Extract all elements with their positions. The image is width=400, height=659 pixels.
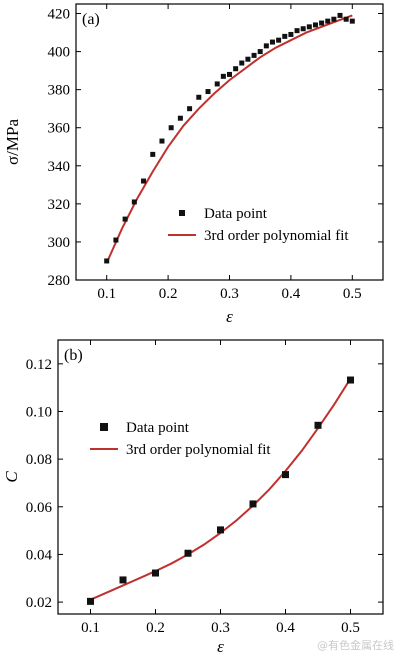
data-point [245,56,251,62]
data-point [150,151,156,157]
x-tick-label: 0.1 [97,286,116,302]
y-tick-label: 400 [48,45,71,61]
data-point [347,376,354,384]
data-point [196,94,202,100]
data-point [168,125,174,131]
data-point [343,16,349,22]
legend-label-fit: 3rd order polynomial fit [204,228,349,244]
y-tick-label: 0.08 [26,452,52,468]
data-point [294,28,300,34]
watermark: @有色金属在线 [317,639,394,652]
legend-label-data-point: Data point [126,420,190,436]
data-point [131,199,137,205]
data-point [227,71,232,77]
data-point [282,33,288,39]
legend: Data point 3rd order polynomial fit [168,206,349,244]
y-tick-label: 0.12 [26,357,52,373]
y-axis-label: σ/MPa [3,119,22,165]
legend-label-data-point: Data point [204,206,268,222]
y-tick-label: 340 [48,159,71,175]
data-point [276,37,282,43]
data-point [119,576,127,584]
data-point [220,73,226,79]
data-point [184,549,192,557]
data-point [205,89,211,95]
data-point [214,81,220,87]
panel-label: (a) [82,11,100,28]
x-tick-label: 0.5 [341,620,360,636]
x-tick-label: 0.4 [282,286,301,302]
data-point [319,20,325,26]
x-axis-label: ε [217,637,224,656]
plot-frame [57,339,384,615]
legend: Data point 3rd order polynomial fit [90,420,271,458]
x-tick-label: 0.3 [220,286,239,302]
x-tick-label: 0.4 [276,620,295,636]
fit-line [90,378,352,601]
chart-panel-a: 0.1 0.2 0.3 0.4 0.5 280 300 320 340 360 380 400 420 ε… [3,3,384,326]
data-point [187,106,193,112]
data-point [233,66,239,72]
data-point [104,258,110,264]
data-point [159,138,165,144]
data-point [306,24,312,30]
legend-marker-data-point [100,423,108,431]
data-point [282,471,289,479]
data-point [251,52,257,58]
y-tick-label: 320 [48,197,71,213]
data-point [300,26,306,32]
y-tick-label: 300 [48,235,71,251]
data-point [122,216,128,222]
chart-panel-b: 0.1 0.2 0.3 0.4 0.5 0.02 0.04 0.06 0.08 0.10 0.12 ε… [2,339,384,656]
data-point [141,178,147,184]
fit-line [105,14,353,264]
data-point [217,526,224,534]
x-axis-label: ε [226,307,233,326]
data-point [349,18,355,24]
y-tick-label: 380 [48,83,71,99]
data-point [249,500,257,508]
y-tick-label: 0.02 [26,595,52,611]
data-point [288,31,294,37]
x-tick-label: 0.5 [343,286,362,302]
legend-label-fit: 3rd order polynomial fit [126,442,271,458]
x-tick-label: 0.2 [146,620,165,636]
data-point [263,43,269,49]
data-point [314,421,322,429]
y-tick-label: 0.10 [26,404,52,420]
data-point [152,569,159,577]
legend-marker-data-point [179,210,185,216]
y-tick-label: 0.04 [26,547,53,563]
data-point [312,22,318,28]
data-point [177,115,183,121]
data-point [87,597,94,605]
x-tick-label: 0.3 [211,620,230,636]
data-point [331,16,337,22]
y-axis-label: C [2,471,21,483]
y-tick-label: 360 [48,121,71,137]
x-tick-label: 0.2 [159,286,178,302]
y-tick-label: 420 [48,7,71,23]
panel-label: (b) [64,347,83,364]
x-tick-label: 0.1 [81,620,100,636]
data-point [257,49,263,55]
data-point [239,60,245,66]
y-tick-label: 0.06 [26,500,53,516]
data-point [337,12,343,18]
data-point [269,39,275,45]
data-point [325,18,331,24]
data-point [113,237,119,243]
y-tick-label: 280 [48,273,71,289]
